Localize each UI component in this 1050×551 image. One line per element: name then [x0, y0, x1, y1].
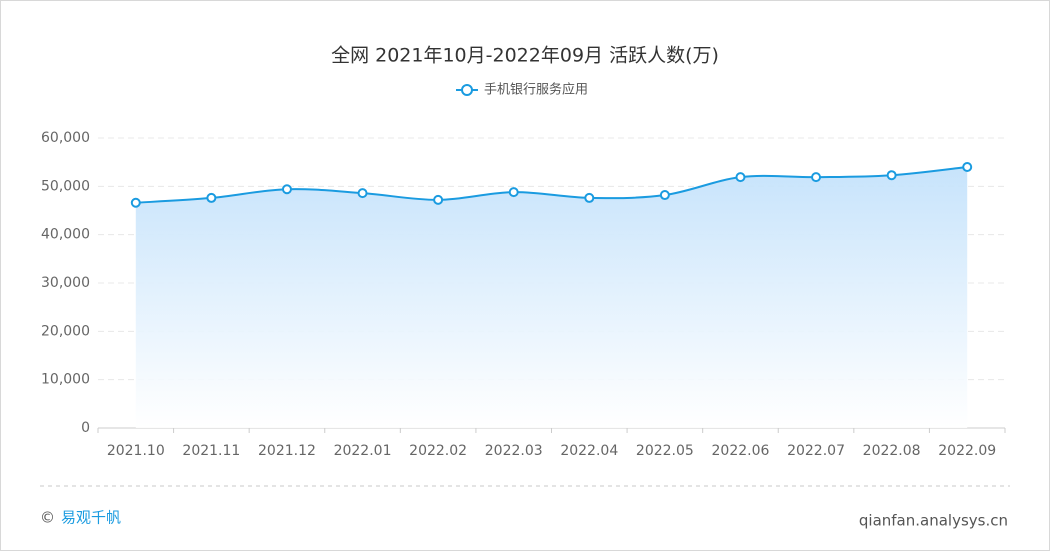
point [281, 184, 292, 195]
x-tick-label: 2021.11 [182, 443, 240, 459]
x-tick-label: 2022.04 [560, 443, 618, 459]
x-tick-label: 2022.03 [485, 443, 543, 459]
x-tick-label: 2022.05 [636, 443, 694, 459]
area [135, 167, 968, 428]
point [357, 188, 368, 199]
x-tick-label: 2022.08 [863, 443, 921, 459]
x-tick-label: 2022.07 [787, 443, 845, 459]
line [135, 166, 968, 204]
y-tick-label: 10,000 [41, 372, 90, 388]
y-tick-label: 60,000 [41, 130, 90, 146]
point [811, 172, 822, 183]
point [206, 192, 217, 203]
point [659, 190, 670, 201]
x-tick-label: 2022.09 [938, 443, 996, 459]
chart-title: 全网 2021年10月-2022年09月 活跃人数(万) [331, 45, 719, 67]
x-tick-label: 2022.01 [334, 443, 392, 459]
point [433, 194, 444, 205]
point [508, 187, 519, 198]
y-tick-label: 40,000 [41, 227, 90, 243]
point [962, 162, 973, 172]
point [886, 170, 897, 181]
x-tick-label: 2022.02 [409, 443, 467, 459]
site: qianfan.analysys.cn [859, 512, 1008, 530]
x-tick-label: 2022.06 [712, 443, 770, 459]
copyright-symbol: © [40, 509, 55, 527]
y-tick-label: 50,000 [41, 178, 90, 194]
x-tick-label: 2021.10 [107, 443, 165, 459]
y-tick-label: 0 [81, 420, 90, 436]
x-tick-label: 2021.12 [258, 443, 316, 459]
legend-label: 手机银行服务应用 [484, 82, 588, 98]
y-tick-label: 20,000 [41, 323, 90, 339]
brand: 易观千帆 [61, 509, 121, 527]
point [584, 192, 595, 203]
y-tick-label: 30,000 [41, 275, 90, 291]
point [130, 197, 141, 208]
legend-marker [461, 84, 473, 96]
point [735, 172, 746, 183]
